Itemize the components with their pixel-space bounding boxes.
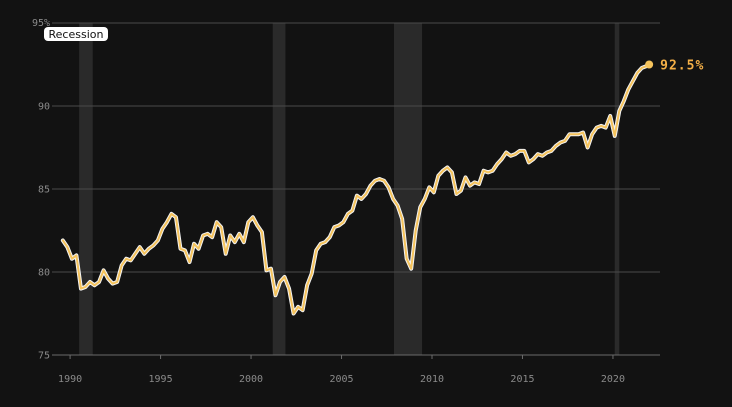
recession-legend: Recession <box>44 27 108 41</box>
y-tick-label-95: 95% <box>32 18 50 29</box>
recession-legend-label: Recession <box>49 28 104 41</box>
y-axis-ticks: 75 80 85 90 95% <box>32 18 50 362</box>
series-line-0 <box>61 63 651 315</box>
y-tick-label-85: 85 <box>38 185 50 196</box>
x-tick-label-2000: 2000 <box>239 374 263 385</box>
x-tick-label-1990: 1990 <box>58 374 82 385</box>
series-group <box>60 60 654 316</box>
end-label-group: 92.5% <box>660 59 704 74</box>
gridlines <box>52 22 660 356</box>
y-tick-label-90: 90 <box>38 102 50 113</box>
x-tick-label-2020: 2020 <box>601 374 625 385</box>
y-tick-label-75: 75 <box>38 351 50 362</box>
x-tick-label-2010: 2010 <box>420 374 444 385</box>
end-value-label: 92.5% <box>660 59 704 74</box>
x-tick-label-1995: 1995 <box>149 374 173 385</box>
x-tick-label-2015: 2015 <box>510 374 534 385</box>
recession-legend-box <box>44 27 108 41</box>
x-axis-ticks: 1990 1995 2000 2005 2010 2015 2020 <box>58 355 625 385</box>
y-tick-label-80: 80 <box>38 268 50 279</box>
x-tick-label-2005: 2005 <box>329 374 353 385</box>
series-end-point-0 <box>645 60 654 69</box>
